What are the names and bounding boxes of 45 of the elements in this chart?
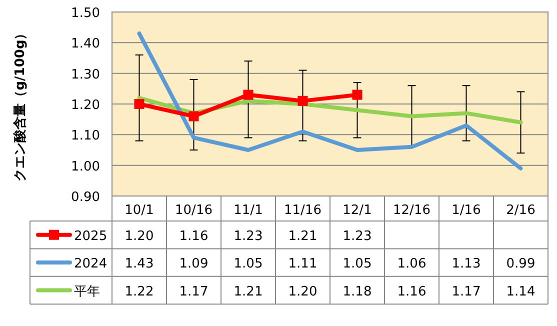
legend-label: 2024 <box>74 256 108 272</box>
data-label: 1.06 <box>397 256 426 272</box>
data-label: 1.17 <box>179 284 208 300</box>
data-label: 1.43 <box>124 256 154 272</box>
data-label: 1.09 <box>179 256 208 272</box>
data-label: 1.23 <box>234 228 263 244</box>
point <box>352 90 362 100</box>
data-label: 1.14 <box>506 284 536 300</box>
data-label: 1.05 <box>234 256 263 272</box>
y-tick-label: 1.00 <box>71 159 100 174</box>
point <box>298 96 308 106</box>
data-label: 1.16 <box>179 228 208 244</box>
x-tick-label: 2/16 <box>506 203 536 218</box>
x-tick-label: 10/16 <box>175 203 212 218</box>
data-label: 1.20 <box>288 284 318 300</box>
y-tick-label: 1.30 <box>71 67 100 82</box>
data-label: 1.11 <box>288 256 318 272</box>
point <box>134 99 144 109</box>
data-label: 1.18 <box>342 284 372 300</box>
y-tick-label: 0.90 <box>71 190 100 205</box>
data-label: 1.16 <box>397 284 426 300</box>
y-tick-label: 1.10 <box>71 128 100 144</box>
y-tick-label: 1.20 <box>71 98 100 113</box>
data-label: 1.13 <box>452 256 481 272</box>
x-tick-label: 11/16 <box>284 203 322 218</box>
data-label: 1.23 <box>342 228 372 244</box>
data-label: 1.20 <box>124 228 154 244</box>
point <box>188 111 199 122</box>
x-tick-label: 1/16 <box>452 203 481 218</box>
x-tick-label: 12/16 <box>393 203 430 218</box>
data-label: 1.21 <box>288 228 318 244</box>
x-tick-label: 11/1 <box>234 203 263 218</box>
data-label: 1.22 <box>124 284 154 300</box>
data-label: 1.17 <box>452 284 481 300</box>
point <box>243 90 254 100</box>
legend-label: 平年 <box>74 284 100 300</box>
x-tick-label: 10/1 <box>124 203 154 218</box>
data-label: 1.21 <box>234 284 263 300</box>
data-label: 0.99 <box>506 256 536 272</box>
y-tick-label: 1.40 <box>71 36 100 52</box>
data-label: 1.05 <box>342 256 372 272</box>
legend-label: 2025 <box>74 228 108 244</box>
y-axis-title: クエン酸含量（g/100g） <box>12 26 28 182</box>
y-tick-label: 1.50 <box>71 6 100 21</box>
x-tick-label: 12/1 <box>342 203 372 218</box>
